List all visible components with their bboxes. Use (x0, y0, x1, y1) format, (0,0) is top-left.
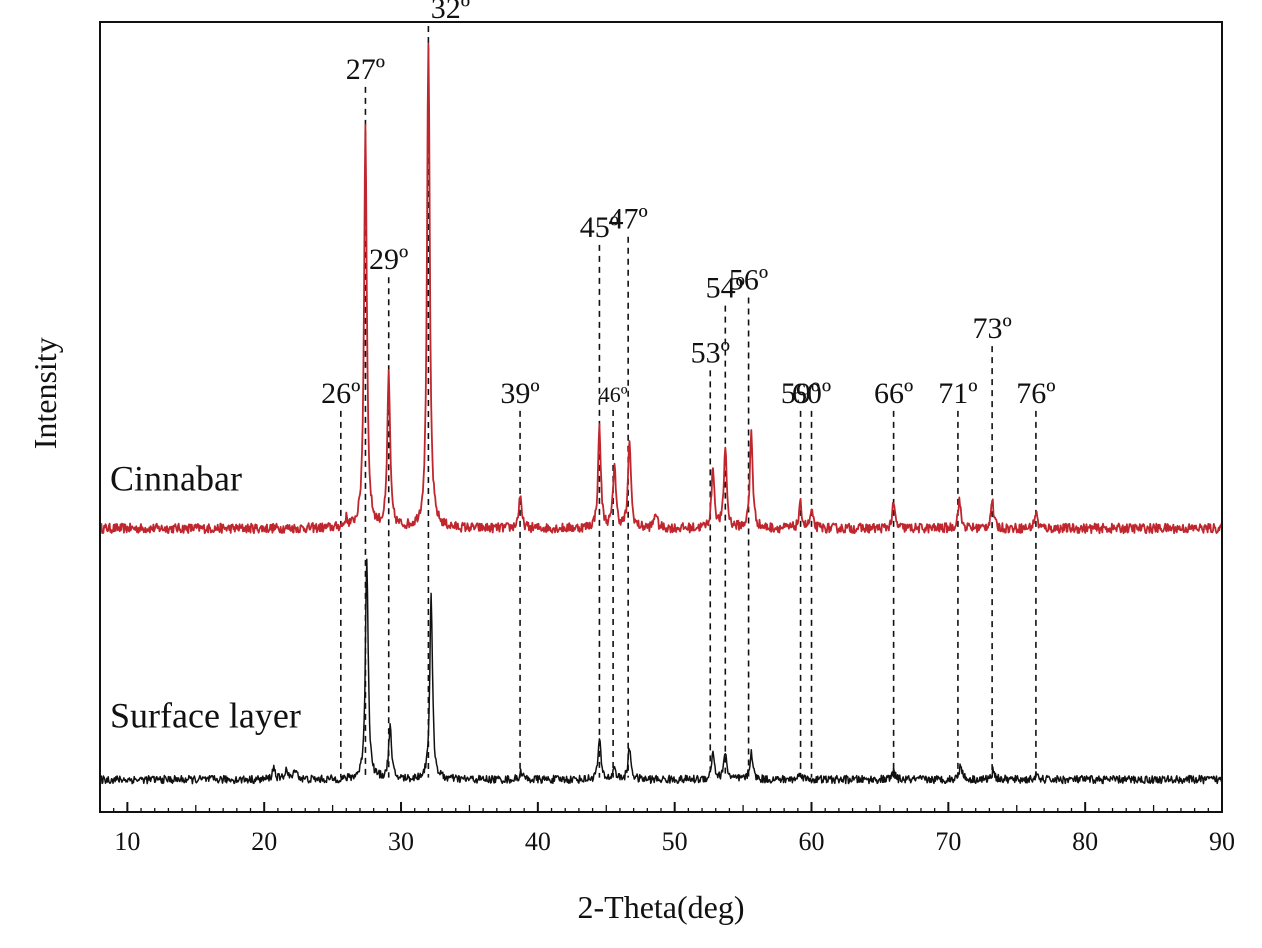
plot-frame (99, 21, 1223, 813)
series-name-label: Surface layer (110, 696, 301, 736)
peak-label: 29º (369, 243, 408, 276)
peak-label: 60º (792, 377, 831, 410)
x-tick-label: 90 (1209, 827, 1235, 856)
x-tick-label: 70 (935, 827, 961, 856)
x-tick-label: 20 (251, 827, 277, 856)
x-tick-label: 10 (114, 827, 140, 856)
peak-label: 54º (706, 272, 745, 305)
peak-label: 26º (321, 377, 360, 410)
peak-label: 59º (781, 377, 820, 410)
x-tick-label: 40 (525, 827, 551, 856)
peak-label: 71º (938, 377, 977, 410)
series-line (99, 558, 1223, 785)
x-tick-label: 80 (1072, 827, 1098, 856)
peak-label: 45º (580, 211, 619, 244)
series-layer (99, 42, 1223, 785)
peak-label: 27º (346, 53, 385, 86)
peak-label: 47º (609, 203, 648, 236)
peak-label: 39º (500, 377, 539, 410)
peak-label: 76º (1016, 377, 1055, 410)
peak-label: 32º (431, 0, 470, 25)
reference-lines (340, 26, 1037, 778)
peak-label: 56º (729, 263, 768, 296)
series-name-label: Cinnabar (110, 458, 242, 498)
series-line (99, 42, 1223, 535)
peak-label: 73º (972, 312, 1011, 345)
peak-label: 46º (599, 382, 628, 407)
peak-label: 66º (874, 377, 913, 410)
x-tick-label: 50 (662, 827, 688, 856)
series-names: Cinnabar Surface layer (110, 458, 301, 735)
y-axis-label: Intensity (27, 337, 63, 449)
peak-label: 53º (691, 336, 730, 369)
x-tick-label: 30 (388, 827, 414, 856)
x-tick-label: 60 (799, 827, 825, 856)
x-axis-label: 2-Theta(deg) (577, 889, 744, 925)
x-axis-ticks: 10 20 30 40 50 60 70 80 90 (99, 802, 1235, 856)
